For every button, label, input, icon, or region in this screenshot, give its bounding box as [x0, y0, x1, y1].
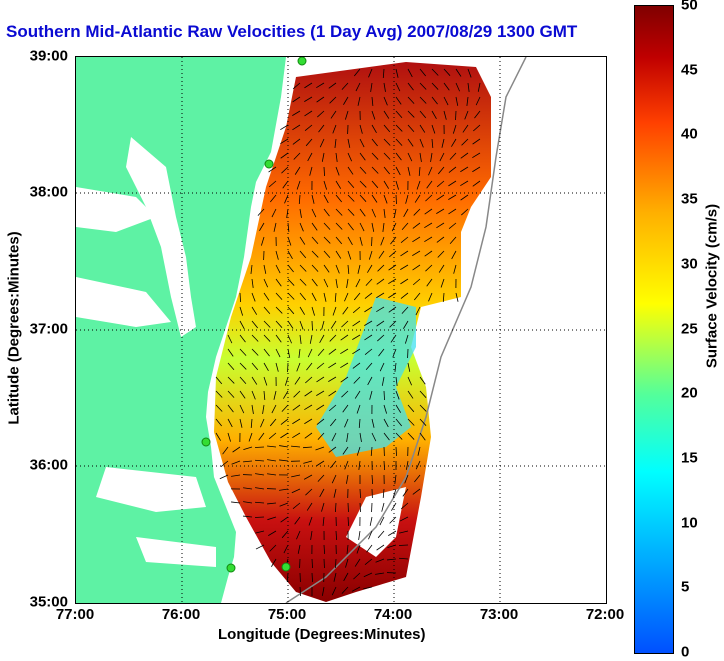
station-marker	[265, 160, 273, 168]
map-canvas	[76, 57, 606, 603]
colorbar-tick-label: 0	[681, 644, 689, 661]
x-tick-label: 72:00	[586, 606, 624, 623]
y-axis-label: Latitude (Degrees:Minutes)	[6, 231, 23, 424]
colorbar-label: Surface Velocity (cm/s)	[704, 204, 721, 368]
colorbar-tick-label: 20	[681, 385, 698, 402]
x-tick-label: 75:00	[268, 606, 306, 623]
colorbar-tick-label: 25	[681, 320, 698, 337]
y-tick-label: 37:00	[30, 321, 68, 338]
colorbar-tick-label: 45	[681, 61, 698, 78]
x-tick-label: 74:00	[374, 606, 412, 623]
x-tick-label: 73:00	[480, 606, 518, 623]
x-axis-label: Longitude (Degrees:Minutes)	[218, 626, 426, 643]
station-marker	[227, 564, 235, 572]
y-tick-label: 38:00	[30, 184, 68, 201]
station-marker	[202, 438, 210, 446]
colorbar-tick-label: 50	[681, 0, 698, 14]
x-tick-label: 76:00	[162, 606, 200, 623]
y-tick-label: 36:00	[30, 457, 68, 474]
colorbar-tick-label: 5	[681, 579, 689, 596]
map-title: Southern Mid-Atlantic Raw Velocities (1 …	[6, 22, 577, 42]
y-tick-label: 39:00	[30, 48, 68, 65]
map-panel	[75, 56, 607, 604]
colorbar-tick-label: 15	[681, 449, 698, 466]
colorbar-tick-label: 35	[681, 191, 698, 208]
y-tick-label: 35:00	[30, 594, 68, 611]
colorbar-tick-label: 30	[681, 255, 698, 272]
colorbar	[634, 5, 674, 654]
station-marker	[282, 563, 290, 571]
colorbar-tick-label: 10	[681, 514, 698, 531]
station-marker	[298, 57, 306, 65]
colorbar-tick-label: 40	[681, 126, 698, 143]
